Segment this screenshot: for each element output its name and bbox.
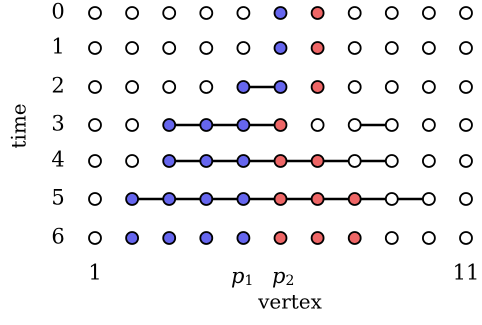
vertex-node-t0-v8 xyxy=(347,6,362,20)
vertex-node-t3-v11 xyxy=(459,118,473,132)
vertex-node-t3-v7 xyxy=(310,118,325,132)
vertex-node-t1-v2 xyxy=(125,41,140,55)
vertex-node-t5-v10 xyxy=(421,192,436,206)
vertex-node-t5-v7 xyxy=(310,192,325,206)
vertex-node-t3-v10 xyxy=(421,118,436,132)
vertex-node-t4-v3 xyxy=(162,154,177,168)
p1-subscript: 1 xyxy=(244,273,253,289)
vertex-node-t5-v9 xyxy=(384,192,399,206)
vertex-node-t1-v9 xyxy=(384,41,399,55)
vertex-node-t1-v5 xyxy=(236,41,251,55)
p2-base: p xyxy=(272,264,285,288)
vertex-node-t6-v3 xyxy=(162,231,177,245)
time-tick-0: 0 xyxy=(51,0,64,24)
vertex-node-t2-v4 xyxy=(199,80,214,94)
vertex-node-t2-v7 xyxy=(310,80,325,94)
vertex-node-t3-v1 xyxy=(88,118,102,132)
vertex-node-t4-v10 xyxy=(421,154,436,168)
vertex-node-t2-v5 xyxy=(236,80,251,94)
vertex-node-t5-v2 xyxy=(125,192,140,206)
vertex-node-t6-v1 xyxy=(88,231,102,245)
vertex-node-t1-v11 xyxy=(459,41,473,55)
vertex-node-t1-v8 xyxy=(347,41,362,55)
vertex-node-t5-v5 xyxy=(236,192,251,206)
vertex-node-t3-v5 xyxy=(236,118,251,132)
vertex-tick-first: 1 xyxy=(88,261,101,285)
vertex-node-t6-v4 xyxy=(199,231,214,245)
time-tick-6: 6 xyxy=(51,225,64,249)
vertex-node-t4-v1 xyxy=(88,154,102,168)
vertex-node-t0-v6 xyxy=(273,6,288,20)
vertex-node-t1-v6 xyxy=(273,41,288,55)
vertex-node-t5-v8 xyxy=(347,192,362,206)
vertex-node-t1-v10 xyxy=(421,41,436,55)
vertex-node-t5-v11 xyxy=(459,192,473,206)
vertex-node-t4-v8 xyxy=(347,154,362,168)
y-axis-label: time xyxy=(7,103,31,148)
p2-subscript: 2 xyxy=(285,273,294,289)
vertex-node-t1-v7 xyxy=(310,41,325,55)
vertex-grid xyxy=(88,6,473,245)
vertex-node-t1-v1 xyxy=(88,41,102,55)
vertex-node-t2-v8 xyxy=(347,80,362,94)
time-tick-4: 4 xyxy=(51,148,64,172)
vertex-node-t5-v1 xyxy=(88,192,102,206)
vertex-node-t0-v10 xyxy=(421,6,436,20)
vertex-node-t2-v6 xyxy=(273,80,288,94)
vertex-node-t4-v2 xyxy=(125,154,140,168)
vertex-node-t6-v6 xyxy=(273,231,288,245)
vertex-node-t2-v3 xyxy=(162,80,177,94)
vertex-node-t0-v3 xyxy=(162,6,177,20)
vertex-node-t4-v4 xyxy=(199,154,214,168)
vertex-node-t5-v4 xyxy=(199,192,214,206)
time-tick-1: 1 xyxy=(51,35,64,59)
vertex-node-t6-v10 xyxy=(421,231,436,245)
vertex-node-t1-v4 xyxy=(199,41,214,55)
vertex-node-t2-v9 xyxy=(384,80,399,94)
vertex-node-t6-v11 xyxy=(459,231,473,245)
vertex-node-t6-v9 xyxy=(384,231,399,245)
vertex-node-t3-v4 xyxy=(199,118,214,132)
vertex-node-t0-v7 xyxy=(310,6,325,20)
vertex-node-t5-v6 xyxy=(273,192,288,206)
vertex-node-t2-v11 xyxy=(459,80,473,94)
vertex-node-t4-v6 xyxy=(273,154,288,168)
vertex-node-t2-v10 xyxy=(421,80,436,94)
vertex-node-t3-v6 xyxy=(273,118,288,132)
vertex-node-t2-v2 xyxy=(125,80,140,94)
x-axis-label: vertex xyxy=(257,290,323,314)
p2-label: p2 xyxy=(272,264,294,290)
vertex-node-t6-v7 xyxy=(310,231,325,245)
vertex-node-t4-v7 xyxy=(310,154,325,168)
time-tick-labels: 0 1 2 3 4 5 6 xyxy=(51,0,64,249)
vertex-node-t6-v2 xyxy=(125,231,140,245)
vertex-node-t1-v3 xyxy=(162,41,177,55)
vertex-node-t3-v3 xyxy=(162,118,177,132)
vertex-node-t3-v8 xyxy=(347,118,362,132)
time-tick-5: 5 xyxy=(51,186,64,210)
p1-label: p1 xyxy=(231,264,253,290)
vertex-node-t0-v4 xyxy=(199,6,214,20)
p1-base: p xyxy=(231,264,244,288)
vertex-node-t0-v2 xyxy=(125,6,140,20)
vertex-node-t0-v5 xyxy=(236,6,251,20)
vertex-node-t3-v2 xyxy=(125,118,140,132)
vertex-node-t5-v3 xyxy=(162,192,177,206)
vertex-node-t6-v8 xyxy=(347,231,362,245)
time-tick-2: 2 xyxy=(51,74,64,98)
vertex-node-t4-v11 xyxy=(459,154,473,168)
vertex-tick-last: 11 xyxy=(453,261,480,285)
vertex-node-t2-v1 xyxy=(88,80,102,94)
vertex-node-t0-v9 xyxy=(384,6,399,20)
vertex-node-t0-v11 xyxy=(459,6,473,20)
vertex-node-t0-v1 xyxy=(88,6,102,20)
vertex-node-t3-v9 xyxy=(384,118,399,132)
time-tick-3: 3 xyxy=(51,112,64,136)
vertex-node-t6-v5 xyxy=(236,231,251,245)
vertex-node-t4-v9 xyxy=(384,154,399,168)
vertex-node-t4-v5 xyxy=(236,154,251,168)
